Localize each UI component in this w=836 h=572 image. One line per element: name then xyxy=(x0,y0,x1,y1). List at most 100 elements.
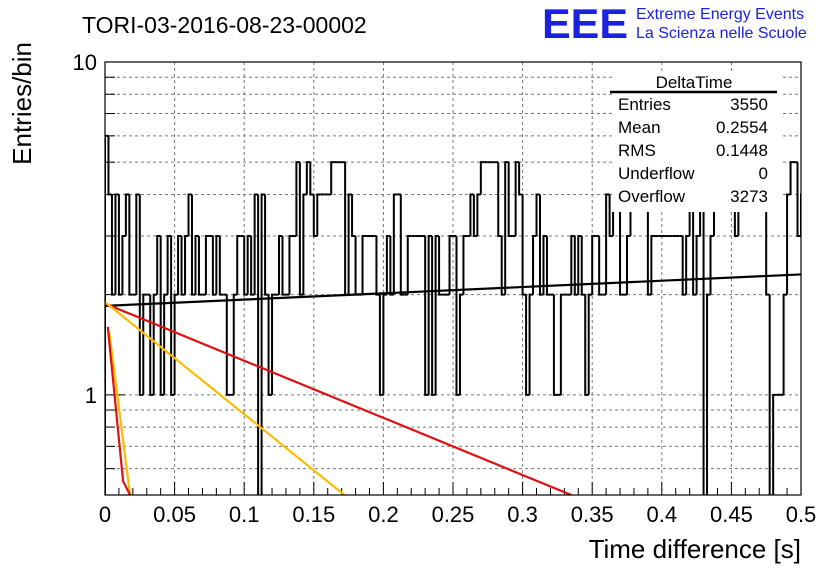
histogram-bin xyxy=(152,293,158,395)
histogram-bin xyxy=(124,193,130,237)
histogram-bin xyxy=(695,235,701,295)
histogram-bin xyxy=(528,293,534,395)
histogram-bin xyxy=(121,235,126,295)
y-tick-label: 1 xyxy=(85,383,97,408)
histogram-bin xyxy=(264,194,269,296)
histogram-bin xyxy=(552,294,558,396)
x-tick-label: 0.3 xyxy=(507,502,538,527)
histogram-bin xyxy=(257,194,260,495)
stats-overflow-value: 3273 xyxy=(730,187,768,206)
histogram-bin xyxy=(298,162,304,296)
histogram-bin xyxy=(278,235,283,295)
histogram-bin xyxy=(702,194,705,495)
histogram-bin xyxy=(253,193,259,295)
logo-line-1: Extreme Energy Events xyxy=(636,6,804,23)
histogram-bin xyxy=(114,193,119,295)
histogram-bin xyxy=(608,194,614,238)
histogram-bin xyxy=(330,161,335,195)
histogram-bin xyxy=(462,235,467,295)
x-tick-label: 0.35 xyxy=(571,502,614,527)
histogram-bin xyxy=(458,293,464,395)
histogram-bin xyxy=(347,193,353,295)
histogram-bin xyxy=(448,235,453,295)
histogram-bin xyxy=(605,193,610,295)
histogram-bin xyxy=(504,161,509,295)
histogram-bin xyxy=(427,235,433,395)
histogram-bin xyxy=(135,193,140,295)
histogram-bin xyxy=(281,236,286,296)
histogram-bin xyxy=(434,235,440,395)
histogram-bin xyxy=(559,293,565,395)
histogram-bin xyxy=(117,194,123,296)
histogram-bin xyxy=(166,235,172,295)
stats-rms-value: 0.1448 xyxy=(716,141,768,160)
histogram-bin xyxy=(128,194,133,296)
histogram-bin xyxy=(159,236,165,396)
histogram-bin xyxy=(382,293,387,395)
fit-line xyxy=(105,273,801,307)
histogram-bin xyxy=(681,236,687,296)
histogram-bin xyxy=(399,194,405,296)
histogram-bin xyxy=(180,236,186,296)
histogram-bin xyxy=(142,293,147,395)
histogram-bin xyxy=(479,161,485,195)
histogram-bin xyxy=(385,235,391,295)
x-tick-label: 0.2 xyxy=(368,502,399,527)
histogram-bin xyxy=(577,235,582,295)
run-title: TORI-03-2016-08-23-00002 xyxy=(82,12,367,38)
histogram-bin xyxy=(768,294,771,495)
histogram-bin xyxy=(271,293,276,395)
histogram-bin xyxy=(542,235,547,295)
histogram-bin xyxy=(163,293,168,395)
x-tick-label: 0.45 xyxy=(710,502,753,527)
histogram-bin xyxy=(250,236,255,296)
histogram-bin xyxy=(573,236,579,296)
histogram-bin xyxy=(772,393,777,495)
histogram-bin xyxy=(288,235,293,295)
histogram-bin xyxy=(149,294,154,396)
histogram-bin xyxy=(305,161,311,195)
stats-entries-value: 3550 xyxy=(730,95,768,114)
fit-line xyxy=(105,301,346,495)
histogram-bin xyxy=(267,294,273,396)
histogram-bin xyxy=(232,293,238,395)
histogram-bin xyxy=(191,194,196,296)
histogram-bin xyxy=(156,235,161,295)
histogram-bin xyxy=(796,162,801,238)
histogram-bin xyxy=(709,235,714,295)
histogram-bin xyxy=(107,135,112,196)
histogram-bin xyxy=(789,161,795,195)
histogram-bin xyxy=(246,235,252,295)
histogram-bin xyxy=(532,235,537,295)
histogram-bin xyxy=(173,293,179,395)
histogram-bin xyxy=(211,236,217,296)
histogram-bin xyxy=(500,236,506,296)
histogram-bin xyxy=(650,235,655,295)
histogram-bin xyxy=(378,294,384,396)
histogram-bin xyxy=(218,236,224,296)
y-axis-label: Entries/bin xyxy=(7,42,37,165)
histogram-bin xyxy=(351,194,356,238)
histogram-bin xyxy=(591,235,596,295)
histogram-bin xyxy=(295,161,300,237)
histogram-bin xyxy=(765,194,770,296)
x-tick-label: 0.05 xyxy=(153,502,196,527)
eee-logo: EEE Extreme Energy Events La Scienza nel… xyxy=(542,0,807,47)
x-tick-label: 0 xyxy=(99,502,111,527)
histogram-bin xyxy=(243,236,248,296)
histogram-bin xyxy=(535,193,540,237)
x-tick-label: 0.15 xyxy=(292,502,335,527)
logo-letters: EEE xyxy=(542,0,628,47)
histogram-bin xyxy=(392,193,398,295)
histogram-bin xyxy=(194,235,199,295)
histogram-bin xyxy=(431,236,436,396)
fit-line xyxy=(108,331,132,495)
histogram-bin xyxy=(507,162,513,238)
stats-overflow-label: Overflow xyxy=(618,187,686,206)
histogram-bin xyxy=(518,162,523,196)
stats-underflow-value: 0 xyxy=(759,164,768,183)
logo-line-2: La Scienza nelle Scuole xyxy=(636,25,807,42)
histogram-bin xyxy=(469,193,474,237)
histogram-bin xyxy=(204,235,210,295)
